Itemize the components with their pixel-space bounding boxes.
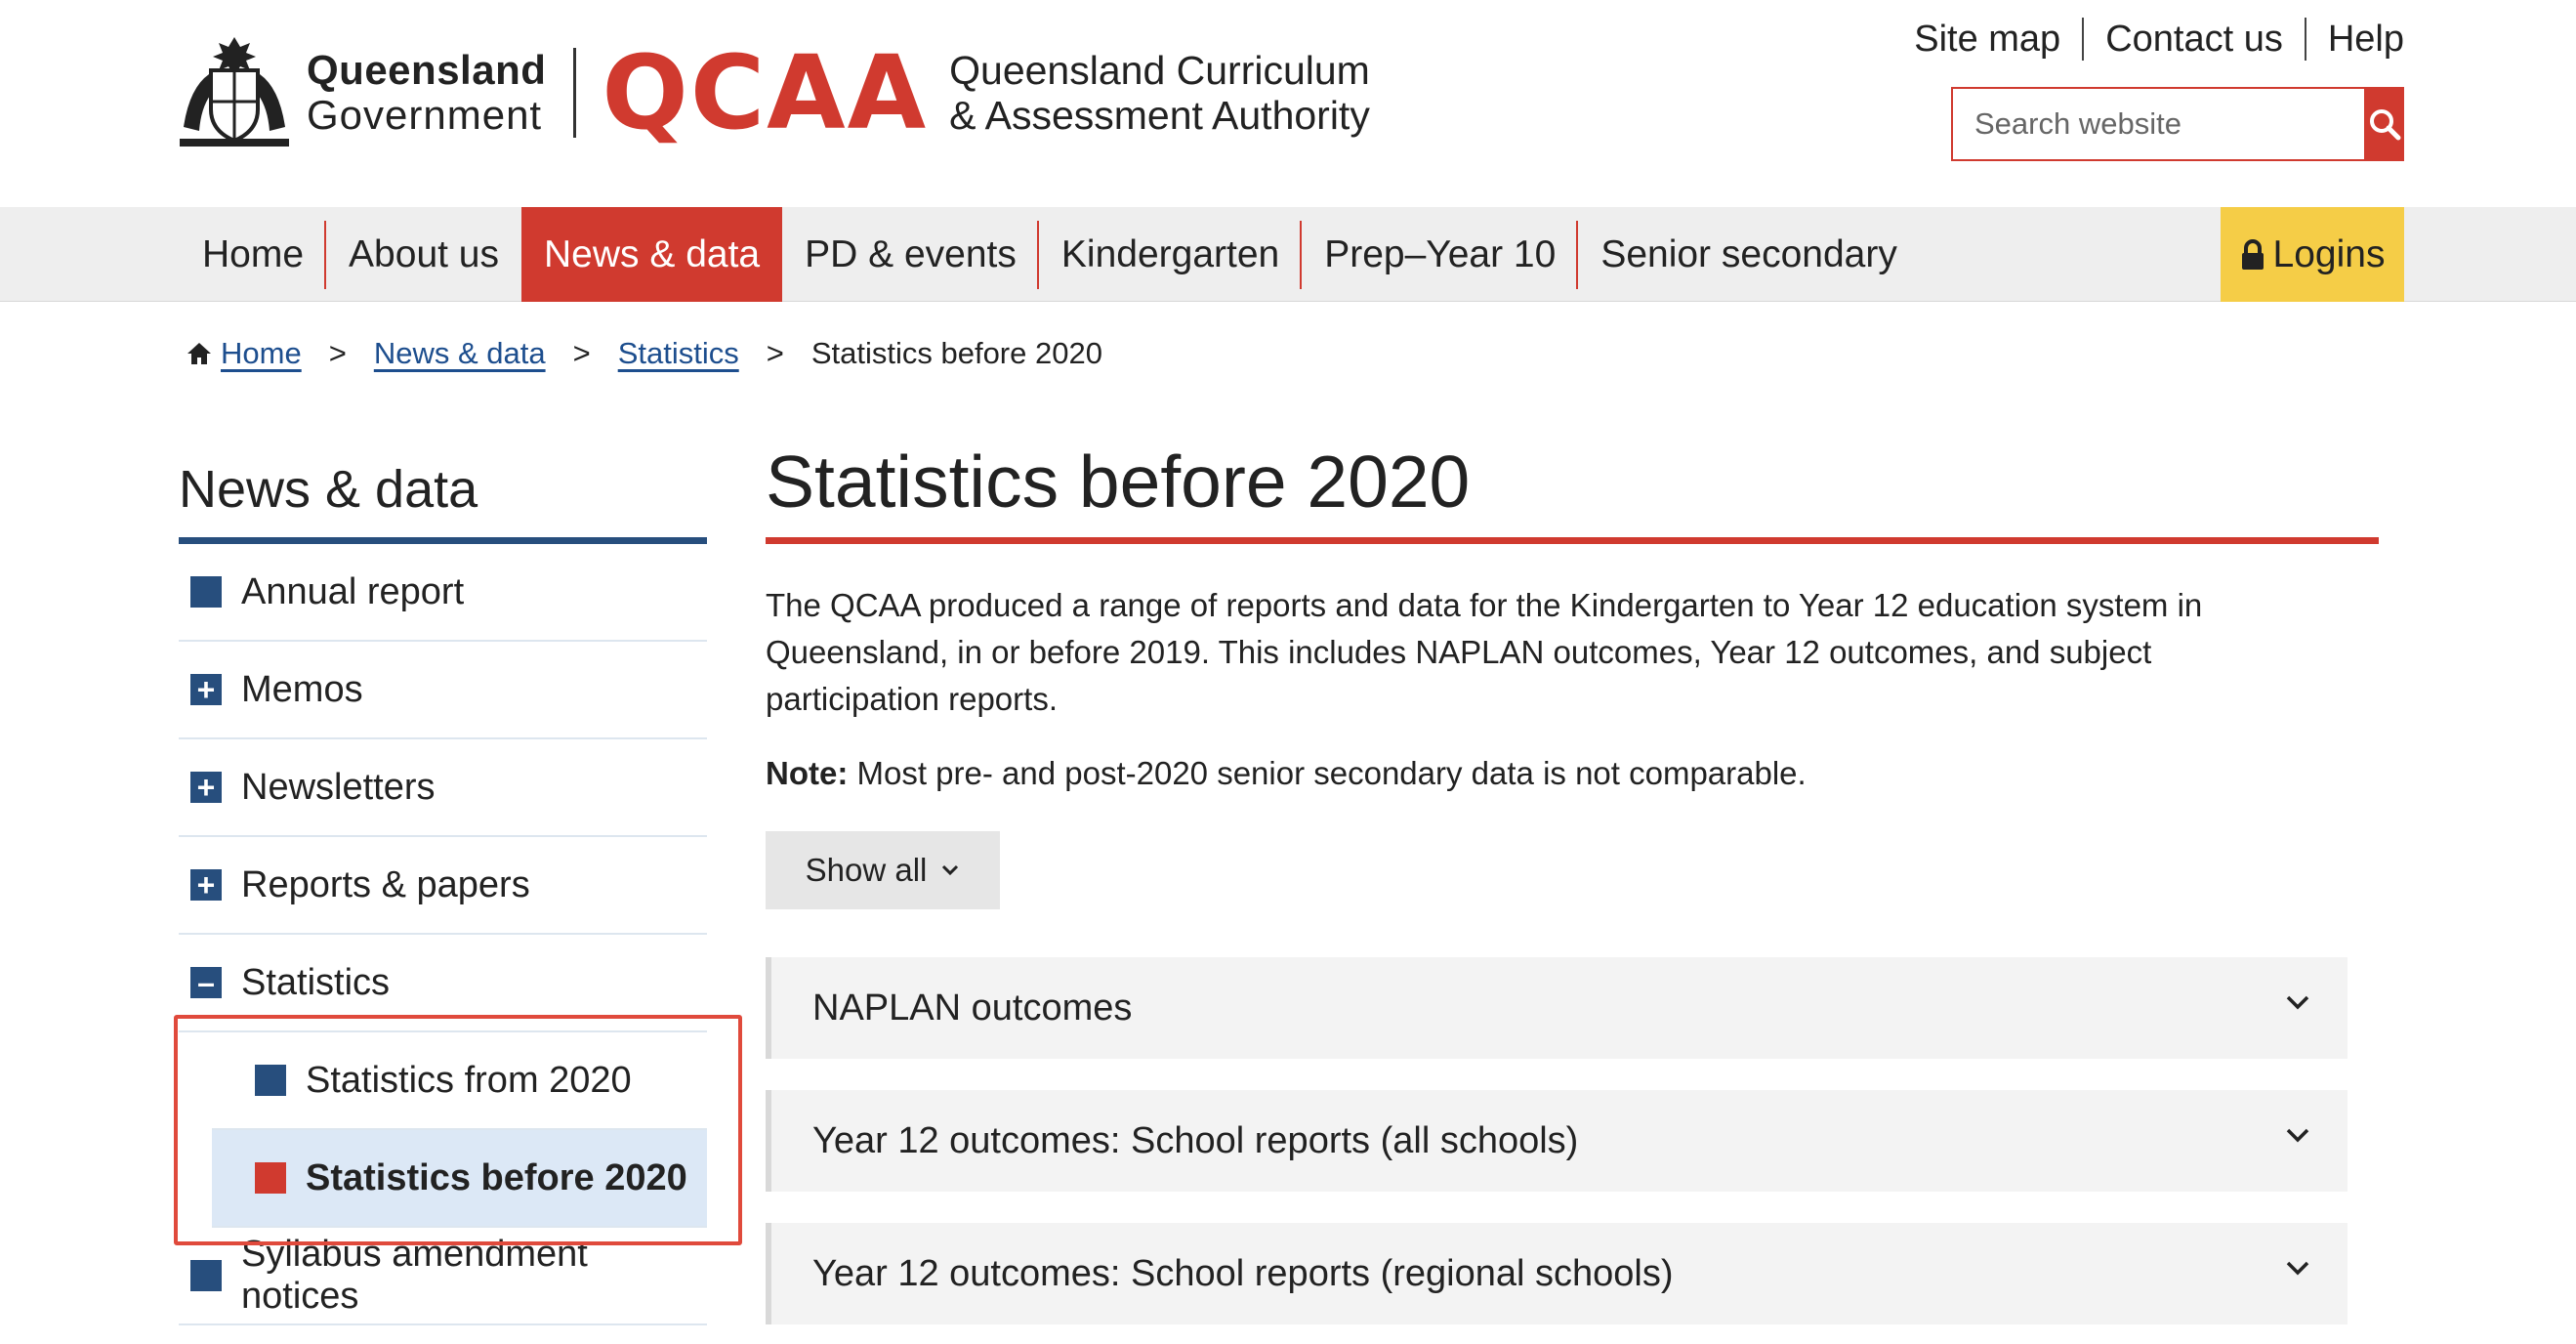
show-all-button[interactable]: Show all bbox=[766, 831, 1000, 909]
intro-line: participation reports. bbox=[766, 681, 1058, 717]
nav-item-news-and-data[interactable]: News & data bbox=[521, 207, 783, 302]
nav-item-kindergarten[interactable]: Kindergarten bbox=[1039, 207, 1303, 302]
logins-button[interactable]: Logins bbox=[2221, 207, 2404, 302]
sidebar-item-annual-report[interactable]: Annual report bbox=[179, 544, 707, 642]
breadcrumb-statistics-link[interactable]: Statistics bbox=[617, 336, 739, 370]
sidebar-item-label: Reports & papers bbox=[241, 863, 530, 905]
logins-label: Logins bbox=[2272, 232, 2386, 275]
sidebar-item-label: Newsletters bbox=[241, 766, 436, 808]
logo-block[interactable]: Queensland Government QCAA Queensland Cu… bbox=[176, 29, 1370, 156]
utility-links: Site map Contact us Help bbox=[1914, 18, 2404, 61]
sidebar-item-newsletters[interactable]: + Newsletters bbox=[179, 739, 707, 837]
search-input[interactable] bbox=[1951, 87, 2364, 161]
note-paragraph: Note: Most pre- and post-2020 senior sec… bbox=[766, 755, 1807, 792]
square-bullet-icon bbox=[190, 1260, 222, 1291]
sidebar-item-statistics-before-2020[interactable]: Statistics before 2020 bbox=[212, 1130, 707, 1228]
magnifier-icon bbox=[2369, 109, 2400, 141]
nav-item-about-us[interactable]: About us bbox=[349, 232, 499, 275]
qcaa-full-name: Queensland Curriculum & Assessment Autho… bbox=[949, 48, 1370, 138]
breadcrumb: Home > News & data > Statistics > Statis… bbox=[186, 336, 1102, 371]
sidebar-item-label: Statistics from 2020 bbox=[306, 1059, 632, 1101]
sidebar-item-syllabus-amendment-notices[interactable]: Syllabus amendment notices bbox=[179, 1228, 707, 1325]
util-separator bbox=[2082, 18, 2085, 61]
gov-line-2: Government bbox=[307, 92, 543, 138]
note-label: Note: bbox=[766, 755, 849, 791]
site-map-link[interactable]: Site map bbox=[1914, 18, 2061, 60]
chevron-down-icon bbox=[942, 864, 959, 876]
square-bullet-icon bbox=[255, 1162, 286, 1194]
intro-line: The QCAA produced a range of reports and… bbox=[766, 587, 2203, 623]
breadcrumb-home-link[interactable]: Home bbox=[221, 336, 302, 370]
qcaa-line-1: Queensland Curriculum bbox=[949, 48, 1370, 93]
nav-item-home[interactable]: Home bbox=[180, 207, 327, 302]
accordion-title: NAPLAN outcomes bbox=[812, 987, 1133, 1029]
expand-plus-icon[interactable]: + bbox=[190, 869, 222, 901]
intro-line: Queensland, in or before 2019. This incl… bbox=[766, 634, 2152, 670]
expand-plus-icon[interactable]: + bbox=[190, 772, 222, 803]
qcaa-logo-text: QCAA bbox=[602, 33, 929, 152]
breadcrumb-separator: > bbox=[572, 336, 591, 370]
chevron-down-icon bbox=[2286, 1261, 2309, 1276]
show-all-label: Show all bbox=[805, 852, 928, 888]
nav-item-prep-year-10[interactable]: Prep–Year 10 bbox=[1302, 207, 1579, 302]
util-separator bbox=[2304, 18, 2306, 61]
note-text: Most pre- and post-2020 senior secondary… bbox=[848, 755, 1807, 791]
collapse-minus-icon[interactable]: – bbox=[190, 967, 222, 998]
square-bullet-icon bbox=[255, 1065, 286, 1096]
contact-us-link[interactable]: Contact us bbox=[2105, 18, 2283, 60]
chevron-down-icon bbox=[2286, 1128, 2309, 1143]
search-box bbox=[1951, 87, 2404, 161]
accordion-year12-regional-schools[interactable]: Year 12 outcomes: School reports (region… bbox=[766, 1223, 2347, 1324]
intro-paragraph: The QCAA produced a range of reports and… bbox=[766, 582, 2289, 723]
accordion-title: Year 12 outcomes: School reports (all sc… bbox=[812, 1119, 1579, 1161]
page-title: Statistics before 2020 bbox=[766, 441, 1471, 523]
sidebar-nav: Annual report + Memos + Newsletters + Re… bbox=[179, 544, 707, 1325]
queensland-government-wordmark: Queensland Government bbox=[307, 48, 546, 138]
queensland-crest-icon bbox=[180, 37, 289, 147]
accordion-naplan-outcomes[interactable]: NAPLAN outcomes bbox=[766, 957, 2347, 1059]
sidebar-item-memos[interactable]: + Memos bbox=[179, 642, 707, 739]
sidebar-item-label: Statistics bbox=[241, 961, 391, 1003]
sidebar-item-label: Statistics before 2020 bbox=[306, 1156, 687, 1198]
accordion-year12-all-schools[interactable]: Year 12 outcomes: School reports (all sc… bbox=[766, 1090, 2347, 1192]
sidebar-item-reports-papers[interactable]: + Reports & papers bbox=[179, 837, 707, 935]
breadcrumb-separator: > bbox=[328, 336, 347, 370]
page-title-rule bbox=[766, 537, 2379, 544]
expand-plus-icon[interactable]: + bbox=[190, 674, 222, 705]
site-header: Queensland Government QCAA Queensland Cu… bbox=[0, 0, 2576, 207]
sidebar-item-label: Memos bbox=[241, 668, 363, 710]
accordion-title: Year 12 outcomes: School reports (region… bbox=[812, 1252, 1674, 1294]
nav-item-senior-secondary[interactable]: Senior secondary bbox=[1600, 232, 1897, 275]
breadcrumb-separator: > bbox=[766, 336, 784, 370]
sidebar-item-label: Syllabus amendment notices bbox=[241, 1234, 588, 1317]
sidebar-title: News & data bbox=[179, 460, 478, 519]
logo-divider bbox=[573, 48, 577, 138]
sidebar-title-rule bbox=[179, 537, 707, 544]
gov-line-1: Queensland bbox=[307, 47, 547, 93]
chevron-down-icon bbox=[2286, 995, 2309, 1010]
sidebar-item-label: Annual report bbox=[241, 570, 465, 612]
sidebar-item-statistics[interactable]: – Statistics bbox=[179, 935, 707, 1032]
sidebar-item-statistics-from-2020[interactable]: Statistics from 2020 bbox=[212, 1032, 707, 1130]
help-link[interactable]: Help bbox=[2327, 18, 2404, 60]
nav-item-pd-and-events[interactable]: PD & events bbox=[782, 207, 1039, 302]
breadcrumb-news-data-link[interactable]: News & data bbox=[373, 336, 546, 370]
lock-icon bbox=[2241, 238, 2264, 270]
square-bullet-icon bbox=[190, 576, 222, 608]
search-button[interactable] bbox=[2364, 87, 2404, 161]
home-icon bbox=[187, 343, 211, 364]
breadcrumb-current: Statistics before 2020 bbox=[810, 336, 1102, 370]
main-navigation: Home About us News & data PD & events Ki… bbox=[0, 207, 2576, 302]
qcaa-line-2: & Assessment Authority bbox=[949, 93, 1370, 138]
